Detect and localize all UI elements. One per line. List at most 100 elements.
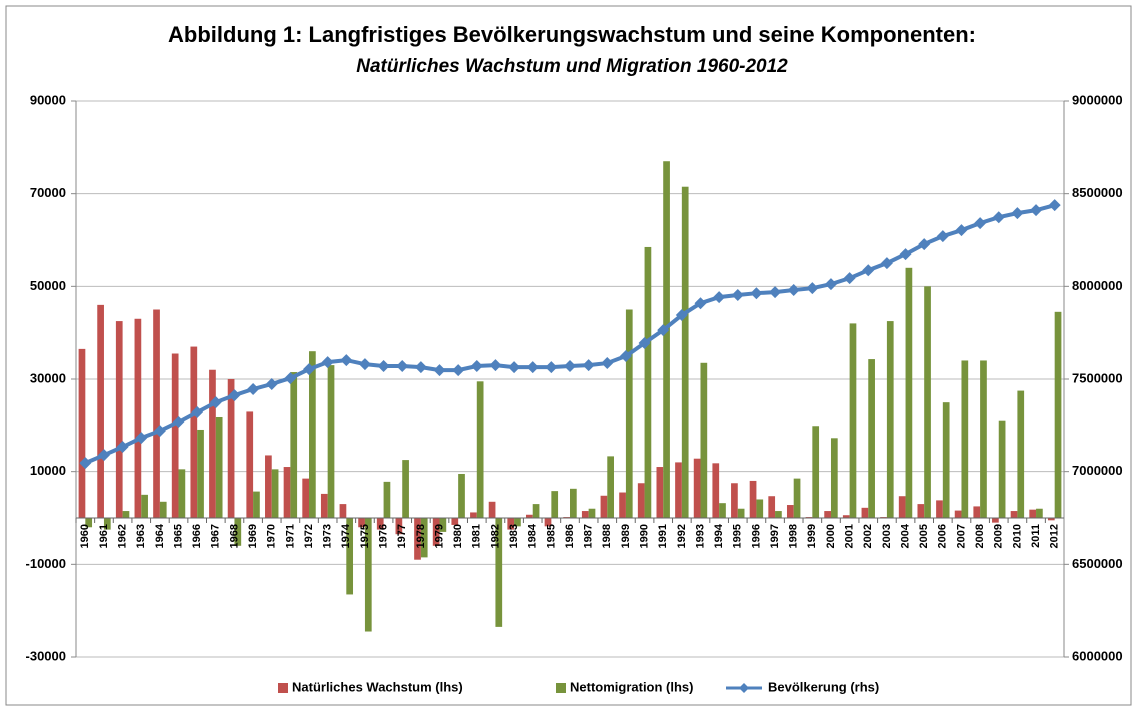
x-tick-label: 1988 (601, 524, 613, 548)
line-marker (247, 383, 260, 396)
x-tick-label: 1991 (657, 524, 669, 548)
bar (849, 323, 857, 518)
x-tick-label: 1987 (583, 524, 595, 548)
y2-tick-label: 7500000 (1072, 370, 1123, 385)
bar (663, 161, 670, 518)
bar (898, 496, 906, 518)
bar (376, 518, 384, 530)
x-tick-label: 1998 (788, 524, 800, 548)
x-tick-label: 1978 (415, 524, 427, 548)
y-tick-label: -30000 (26, 648, 66, 663)
bar (973, 506, 981, 518)
bar (1036, 508, 1043, 518)
bar (488, 501, 496, 518)
bar (134, 318, 142, 518)
y2-tick-label: 8000000 (1072, 278, 1123, 293)
bar (420, 518, 428, 558)
line-marker (936, 230, 949, 243)
legend-swatch (556, 683, 566, 693)
bar (924, 286, 931, 518)
x-tick-label: 1972 (303, 524, 315, 548)
x-tick-label: 2003 (881, 524, 893, 548)
x-tick-label: 1967 (210, 524, 222, 548)
line-marker (657, 324, 670, 337)
bar (395, 518, 403, 535)
x-tick-label: 1995 (732, 524, 744, 548)
x-tick-label: 1970 (266, 524, 278, 548)
x-tick-label: 1999 (806, 524, 818, 548)
line-marker (321, 356, 334, 369)
line-marker (1048, 199, 1061, 212)
bar (675, 462, 682, 518)
chart-subtitle: Natürliches Wachstum und Migration 1960-… (356, 56, 788, 77)
bar (159, 501, 167, 518)
bar (383, 481, 391, 518)
bar (656, 467, 664, 518)
bar (265, 455, 272, 518)
bar (1054, 311, 1062, 518)
line-marker (489, 359, 502, 372)
x-tick-label: 1960 (79, 524, 91, 548)
y-tick-label: -10000 (26, 556, 66, 571)
line-marker (713, 291, 726, 304)
line-marker (564, 360, 576, 373)
bar (451, 518, 459, 525)
line-marker (694, 297, 707, 310)
y2-tick-label: 6500000 (1072, 556, 1123, 571)
bar (768, 496, 776, 518)
bar (719, 503, 726, 518)
line-marker (955, 224, 968, 237)
bar (122, 511, 130, 518)
bar (861, 507, 869, 518)
bar (998, 420, 1006, 518)
bar (302, 478, 310, 518)
bar (786, 505, 794, 518)
x-tick-label: 1962 (117, 524, 129, 548)
bar (78, 348, 86, 518)
bar (749, 480, 757, 518)
bar (532, 504, 540, 518)
line-marker (97, 449, 110, 462)
x-tick-label: 1968 (228, 524, 240, 548)
line-marker (508, 361, 521, 374)
bar (1010, 511, 1018, 518)
line-marker (545, 361, 558, 374)
bar (625, 309, 633, 518)
line-marker (228, 389, 241, 402)
bar (581, 511, 589, 518)
bar (246, 411, 254, 518)
line-marker (303, 363, 316, 376)
x-tick-label: 2008 (974, 524, 986, 548)
line-marker (377, 360, 390, 373)
bar (514, 518, 521, 527)
line-marker (284, 372, 297, 385)
x-tick-label: 1979 (433, 524, 445, 548)
x-tick-label: 2004 (899, 523, 911, 548)
bar (346, 518, 354, 595)
legend-label: Natürliches Wachstum (lhs) (292, 679, 463, 694)
bar (936, 500, 943, 518)
bar (320, 493, 328, 518)
bar (980, 360, 987, 518)
bar (544, 518, 552, 527)
x-tick-label: 2002 (862, 524, 874, 548)
bar (942, 402, 950, 518)
x-tick-label: 1961 (98, 524, 110, 548)
x-tick-label: 2011 (1030, 524, 1042, 548)
x-tick-label: 1983 (508, 524, 520, 548)
bar (681, 186, 689, 518)
y-tick-label: 10000 (30, 463, 66, 478)
bar (141, 494, 148, 518)
line-marker (750, 287, 763, 300)
x-tick-label: 1992 (676, 524, 688, 548)
bar (85, 518, 93, 528)
x-tick-label: 1996 (750, 524, 762, 548)
bar (115, 321, 123, 518)
line-marker (470, 360, 483, 373)
bar (824, 511, 831, 518)
bar (234, 518, 242, 546)
bar (1047, 518, 1055, 521)
bar (414, 518, 421, 560)
y-tick-label: 90000 (30, 92, 66, 107)
bar (731, 483, 738, 518)
